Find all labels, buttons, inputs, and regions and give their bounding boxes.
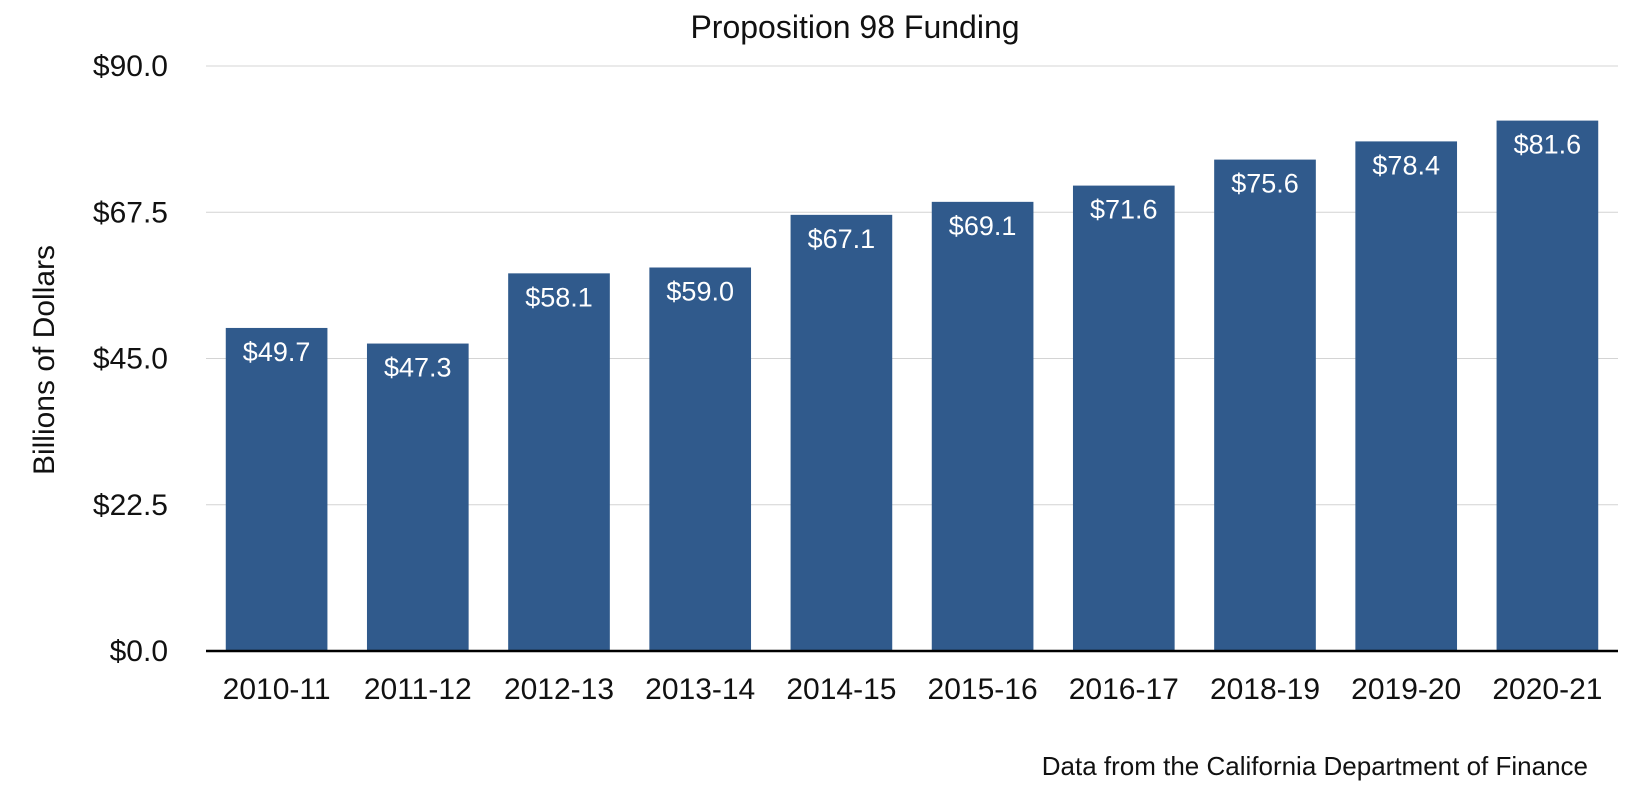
x-tick-label: 2020-21 [1492,673,1602,706]
x-tick-label: 2015-16 [928,673,1038,706]
y-tick-label: $45.0 [93,343,168,376]
x-tick-label: 2018-19 [1210,673,1320,706]
bar [790,214,893,651]
data-label: $81.6 [1514,130,1582,160]
y-tick-label: $67.5 [93,196,168,229]
x-axis-ticks: 2010-11 2011-12 2012-13 2013-14 2014-15 2015-… [223,673,1603,706]
x-tick-label: 2013-14 [645,673,755,706]
y-tick-label: $90.0 [93,50,168,83]
x-tick-label: 2016-17 [1069,673,1179,706]
bar [649,267,752,651]
data-label: $67.1 [808,224,876,254]
y-tick-label: $22.5 [93,489,168,522]
bar [225,327,328,651]
bar [1214,159,1316,651]
bar [931,201,1034,651]
x-tick-label: 2012-13 [504,673,614,706]
data-label: $78.4 [1372,150,1440,180]
data-label: $59.0 [666,277,734,307]
x-tick-label: 2011-12 [364,673,472,706]
bar [366,343,469,651]
y-axis-ticks: $0.0 $22.5 $45.0 $67.5 $90.0 [93,50,168,668]
data-label: $49.7 [243,337,311,367]
data-label: $47.3 [384,353,452,383]
x-tick-label: 2010-11 [223,673,331,706]
bar [1496,120,1599,652]
data-label: $69.1 [949,211,1017,241]
data-label: $71.6 [1090,195,1158,225]
bar [508,273,610,651]
chart-title: Proposition 98 Funding [690,9,1019,45]
data-label: $58.1 [525,282,593,312]
source-note: Data from the California Department of F… [1042,751,1588,781]
bar [1355,141,1458,651]
x-tick-label: 2014-15 [786,673,896,706]
data-labels: $49.7 $47.3 $58.1 $59.0 $67.1 $69.1 $71.6 $75.6… [243,130,1581,383]
y-axis-label: Billions of Dollars [28,245,61,475]
x-tick-label: 2019-20 [1351,673,1461,706]
bars [225,120,1599,652]
y-tick-label: $0.0 [110,635,168,668]
data-label: $75.6 [1231,169,1299,199]
bar [1072,185,1175,651]
